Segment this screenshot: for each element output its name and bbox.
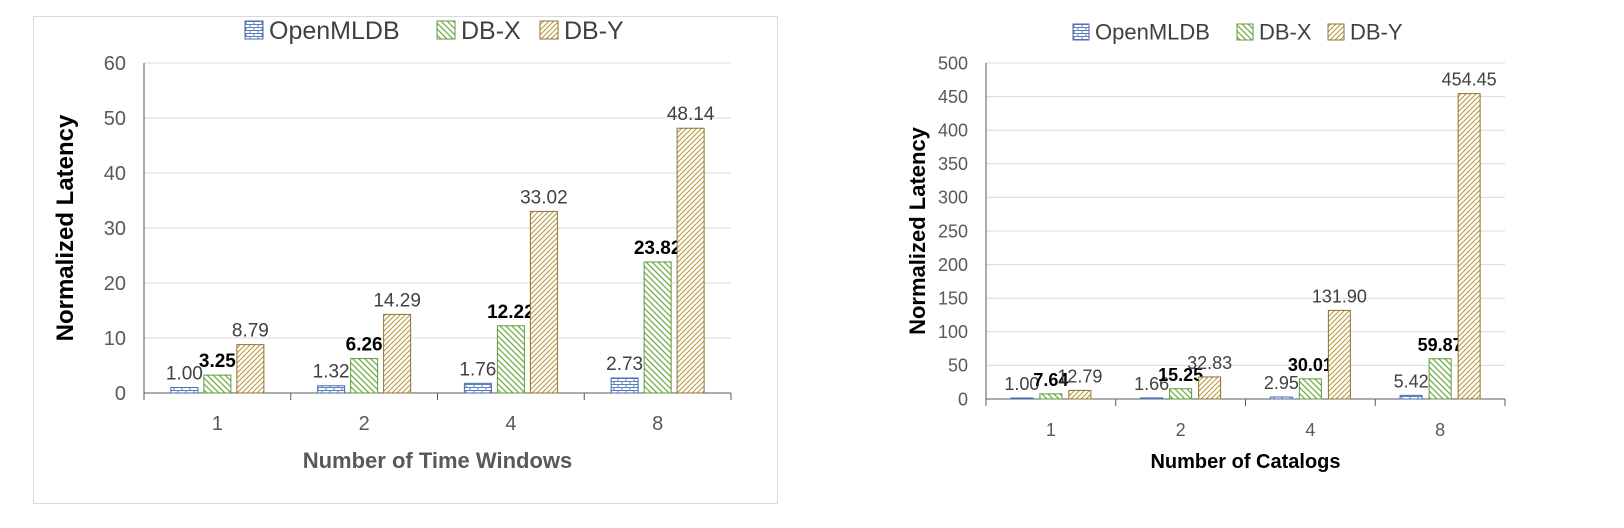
y-axis-title: Normalized Latency [52,114,79,341]
bar-openmldb [1269,396,1293,400]
y-tick-label: 300 [938,188,968,208]
y-tick-label: 150 [938,289,968,309]
bar-openmldb [170,387,199,394]
data-label: 12.22 [487,302,535,323]
data-label: 23.82 [634,238,682,259]
data-label: 8.79 [232,321,269,342]
legend-label: OpenMLDB [269,17,400,45]
y-tick-label: 0 [958,389,968,409]
bar-db-y [529,210,558,394]
bar-openmldb [463,382,492,394]
x-tick-label: 8 [652,413,663,435]
x-tick-label: 8 [1435,420,1445,440]
bar-openmldb [1010,397,1034,400]
data-label: 454.45 [1442,70,1497,90]
bar-openmldb [1399,394,1423,400]
legend-swatch-db-y [1327,23,1345,41]
data-label: 2.73 [606,354,643,375]
bar-db-x [1298,378,1322,400]
x-tick-label: 4 [505,413,516,435]
bar-db-x [203,374,232,394]
y-tick-label: 350 [938,154,968,174]
data-label: 5.42 [1394,371,1429,391]
data-label: 12.79 [1057,366,1102,386]
bar-db-y [1327,309,1351,400]
y-tick-label: 500 [938,53,968,73]
y-tick-label: 450 [938,87,968,107]
bar-db-y [383,313,412,394]
x-tick-label: 2 [359,413,370,435]
y-tick-label: 50 [948,356,968,376]
data-label: 1.66 [1134,374,1169,394]
bar-db-x [1039,393,1063,400]
x-axis-title: Number of Catalogs [1150,451,1340,473]
y-tick-label: 30 [104,218,126,240]
legend-swatch-openmldb [1072,23,1090,41]
x-tick-label: 1 [212,413,223,435]
x-axis-title: Number of Time Windows [303,448,573,473]
legend-swatch-db-x [436,20,456,40]
legend-label: OpenMLDB [1095,20,1210,45]
data-label: 1.00 [166,364,203,385]
bar-db-y [1068,389,1092,400]
bar-db-x [350,358,379,394]
data-label: 14.29 [373,290,421,311]
y-tick-label: 10 [104,328,126,350]
bar-openmldb [610,377,639,394]
legend-swatch-db-x [1236,23,1254,41]
bar-openmldb [1140,397,1164,400]
y-tick-label: 50 [104,108,126,130]
bar-db-y [1457,93,1481,400]
legend-label: DB-Y [1350,20,1403,45]
x-tick-label: 2 [1176,420,1186,440]
legend-label: DB-X [1259,20,1312,45]
data-label: 48.14 [667,104,715,125]
y-tick-label: 400 [938,121,968,141]
y-tick-label: 20 [104,273,126,295]
legend-label: DB-Y [564,17,624,45]
data-label: 32.83 [1187,353,1232,373]
left-chart-frame [33,16,778,504]
y-tick-label: 100 [938,322,968,342]
data-label: 1.32 [313,362,350,383]
y-tick-label: 200 [938,255,968,275]
y-tick-label: 60 [104,53,126,75]
data-label: 2.95 [1264,373,1299,393]
bar-db-x [496,325,525,394]
y-axis-title: Normalized Latency [905,126,930,335]
legend-label: DB-X [461,17,521,45]
data-label: 59.87 [1418,335,1463,355]
x-tick-label: 1 [1046,420,1056,440]
data-label: 7.64 [1033,370,1068,390]
bar-db-x [643,261,672,394]
bar-openmldb [317,385,346,394]
y-tick-label: 250 [938,221,968,241]
legend-swatch-db-y [539,20,559,40]
bar-db-y [1198,376,1222,400]
y-tick-label: 0 [115,383,126,405]
bar-db-x [1428,358,1452,400]
data-label: 33.02 [520,187,568,208]
data-label: 6.26 [346,335,383,356]
data-label: 30.01 [1288,355,1333,375]
data-label: 1.76 [459,359,496,380]
legend-swatch-openmldb [244,20,264,40]
data-label: 131.90 [1312,286,1367,306]
data-label: 15.25 [1158,365,1203,385]
data-label: 3.25 [199,351,236,372]
data-label: 1.00 [1004,374,1039,394]
bar-db-y [236,344,265,394]
bar-db-y [676,127,705,394]
x-tick-label: 4 [1305,420,1315,440]
y-tick-label: 40 [104,163,126,185]
bar-db-x [1169,388,1193,400]
